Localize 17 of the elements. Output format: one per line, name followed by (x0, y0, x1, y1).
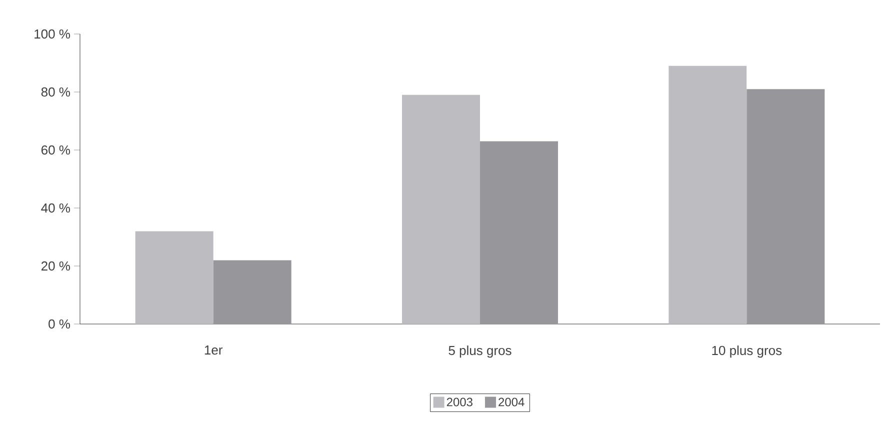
y-tick-label: 20 % (41, 261, 70, 271)
bar (213, 260, 292, 324)
y-tick-label: 60 % (41, 145, 70, 155)
bar (668, 66, 747, 324)
legend-label: 2004 (498, 398, 524, 406)
x-tick-label: 1er (204, 346, 223, 355)
y-tick-label: 40 % (41, 203, 70, 213)
legend-label: 2003 (446, 398, 472, 406)
y-tick-label: 100 % (34, 29, 70, 39)
y-tick-label: 80 % (41, 87, 70, 97)
bar (402, 94, 480, 324)
x-tick-label: 10 plus gros (712, 346, 782, 358)
x-tick-label: 5 plus gros (448, 346, 512, 358)
bar (135, 231, 214, 324)
bar (480, 141, 558, 324)
bar (746, 89, 825, 324)
y-tick-label: 0 % (48, 319, 70, 329)
